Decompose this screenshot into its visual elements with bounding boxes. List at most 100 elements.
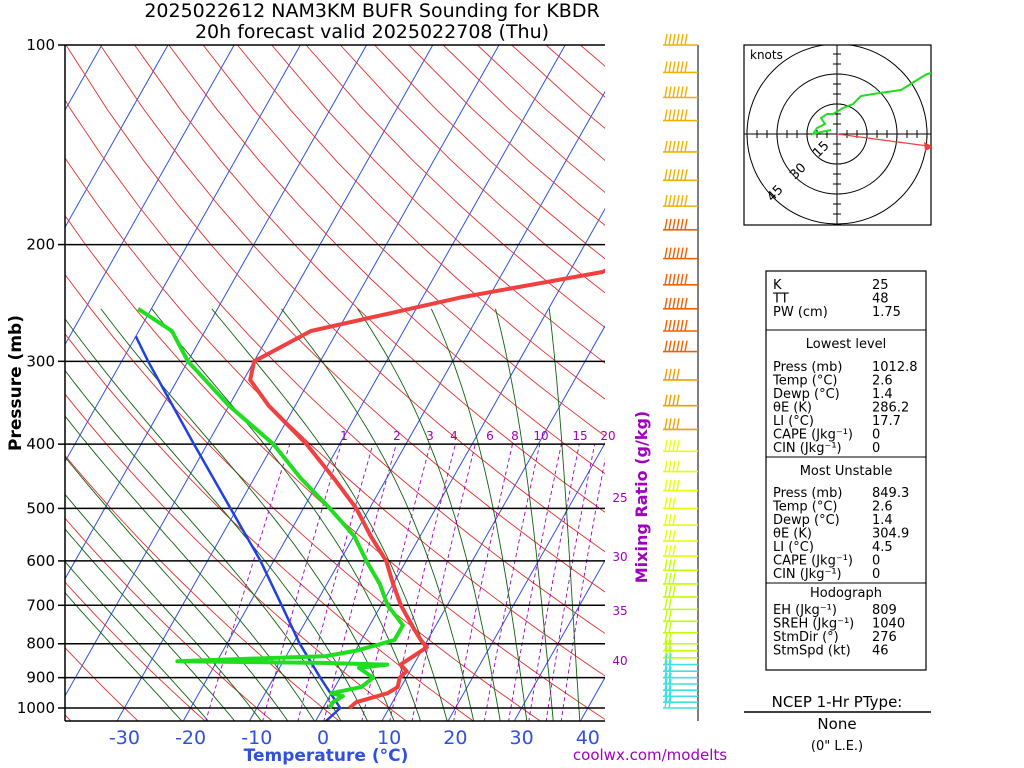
wind-barb <box>663 109 698 122</box>
isotherm <box>513 559 605 721</box>
index-value: 304.9 <box>872 527 909 542</box>
wind-barb-flag <box>684 273 688 285</box>
wind-barb <box>663 660 698 672</box>
wind-barb-flag <box>664 169 668 181</box>
wind-barb-flag <box>668 195 672 207</box>
wind-barb-flag <box>680 140 684 153</box>
moist-adiabat <box>281 308 475 721</box>
dry-adiabat <box>237 45 605 400</box>
mixing-ratio-label-1: 1 <box>340 429 348 443</box>
wind-barb-flag <box>684 86 688 98</box>
wind-barb-flag <box>684 33 688 46</box>
temperature-tick-10: 10 <box>377 727 401 749</box>
wind-barb <box>663 440 698 453</box>
index-label: SREH (Jkg⁻¹) <box>773 617 854 632</box>
wind-barb-flag <box>672 572 676 585</box>
wind-barb-flag <box>664 621 668 633</box>
wind-barb-flag <box>680 273 684 285</box>
wind-barb-flag <box>668 544 672 557</box>
wind-barb-flag <box>684 195 688 207</box>
pressure-label-1000: 1000 <box>17 699 55 717</box>
dry-adiabat <box>65 273 542 721</box>
isotherm <box>65 45 235 346</box>
wind-barb-flag <box>668 691 672 703</box>
index-value: 2.6 <box>872 500 893 515</box>
dry-adiabat <box>65 333 475 721</box>
wind-barb-flag <box>668 479 672 491</box>
pressure-label-500: 500 <box>26 499 55 517</box>
isotherm <box>182 45 566 721</box>
wind-barb-flag <box>668 247 672 259</box>
moist-adiabat <box>548 308 581 721</box>
wind-barb-flag <box>664 685 668 697</box>
dry-adiabat <box>99 45 605 553</box>
wind-barb <box>663 497 698 510</box>
temperature-tick--30: -30 <box>109 727 140 749</box>
pressure-label-400: 400 <box>26 435 55 453</box>
index-value: 0 <box>872 567 880 582</box>
wind-barb-flag <box>664 247 668 259</box>
wind-barb <box>663 639 698 652</box>
wind-barb <box>663 685 698 698</box>
wind-barb-flag <box>680 86 684 98</box>
wind-barb-flag <box>664 559 668 571</box>
temperature-tick-20: 20 <box>443 727 467 749</box>
wind-barb-flag <box>684 319 688 332</box>
wind-barb-flag <box>664 33 668 46</box>
wind-barb-flag <box>668 319 672 332</box>
pressure-label-800: 800 <box>26 635 55 653</box>
wind-barb-flag <box>684 297 688 309</box>
wind-barb <box>663 297 698 310</box>
mixing-ratio-line <box>453 444 513 721</box>
chart-subtitle: 20h forecast valid 2025022708 (Thu) <box>195 21 549 43</box>
section-title: Lowest level <box>806 337 887 352</box>
chart-title: 2025022612 NAM3KM BUFR Sounding for KBDR <box>144 0 599 22</box>
index-value: 0 <box>872 441 880 456</box>
dry-adiabat <box>305 45 605 329</box>
moist-adiabat <box>65 528 236 721</box>
wind-barb-flag <box>684 218 688 230</box>
wind-barb <box>663 691 698 703</box>
wind-barb <box>663 696 698 709</box>
dry-adiabat <box>65 214 605 720</box>
wind-barb-flag <box>668 169 672 181</box>
wind-barb <box>663 368 698 381</box>
wind-barb-flag <box>664 479 668 491</box>
wind-barb-flag <box>672 497 676 509</box>
index-label: StmDir (°) <box>773 630 839 645</box>
wind-barb <box>663 514 698 526</box>
index-label: CIN (Jkg⁻¹) <box>773 441 842 456</box>
moist-adiabat <box>430 308 528 721</box>
wind-barb-flag <box>668 685 672 697</box>
section-title: Most Unstable <box>800 464 893 479</box>
wind-barb <box>663 646 698 659</box>
wind-barb-flag <box>664 394 668 406</box>
wind-barb-flag <box>668 585 672 598</box>
wind-barb-flag <box>668 418 672 430</box>
wind-barb <box>663 86 698 99</box>
wind-barb <box>663 632 698 645</box>
wind-barb-flag <box>668 621 672 633</box>
wind-barb-flag <box>664 497 668 509</box>
wind-barb-flag <box>664 218 668 230</box>
index-label: LI (°C) <box>773 414 814 429</box>
wind-barb-flag <box>672 544 676 557</box>
wind-barb-flag <box>664 340 668 352</box>
pressure-label-700: 700 <box>26 596 55 614</box>
wind-barb-flag <box>668 140 672 153</box>
wind-barb-flag <box>676 86 680 98</box>
isotherm <box>315 207 605 721</box>
wind-barb-flag <box>664 639 668 651</box>
wind-barb-flag <box>668 610 672 622</box>
wind-barb-flag <box>664 598 668 610</box>
index-label: θE (K) <box>773 527 812 542</box>
wind-barb-flag <box>668 109 672 121</box>
moist-adiabat <box>211 308 448 721</box>
index-label: CAPE (Jkg⁻¹) <box>773 428 853 443</box>
wind-barb-flag <box>672 33 676 46</box>
wind-barb-flag <box>672 559 676 571</box>
wind-barb-flag <box>664 585 668 598</box>
wind-barb-flag <box>664 273 668 285</box>
wind-barb-flag <box>664 660 668 672</box>
wind-barb-flag <box>672 460 676 472</box>
